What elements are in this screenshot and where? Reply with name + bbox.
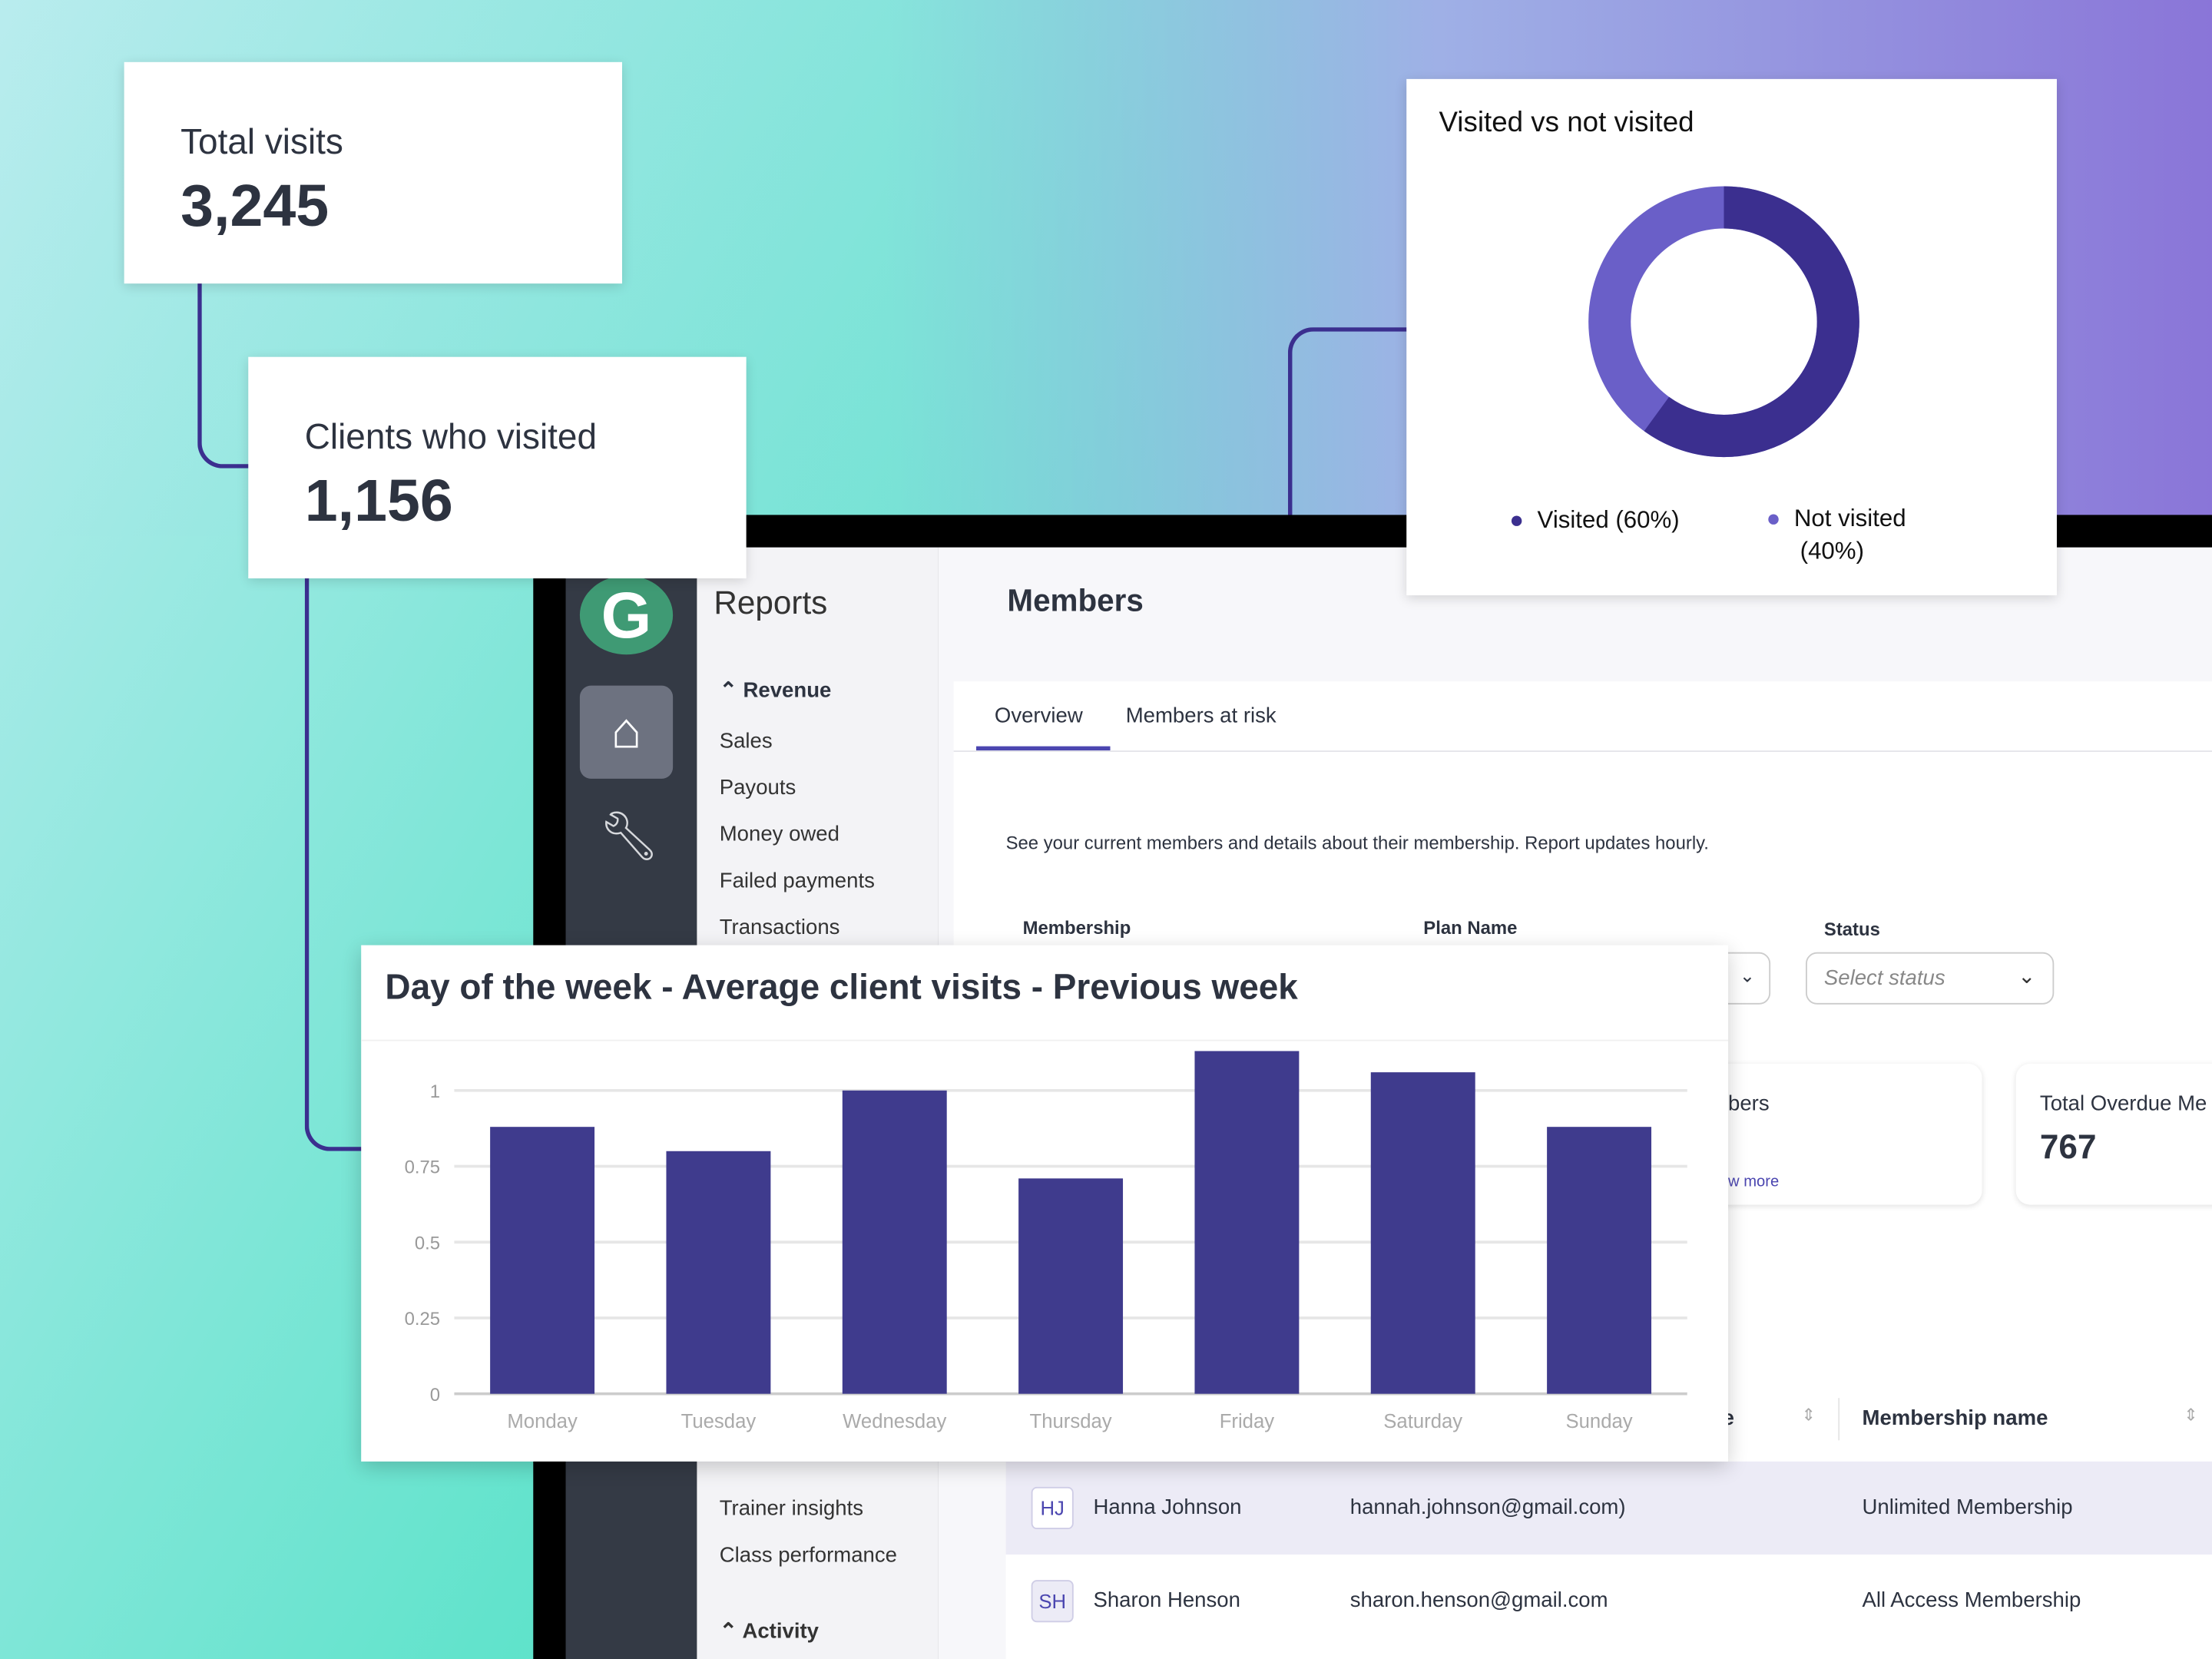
donut-title: Visited vs not visited (1439, 107, 1694, 139)
nav-payouts[interactable]: Payouts (719, 776, 796, 800)
overdue-card: Total Overdue Me 767 (2015, 1063, 2212, 1205)
y-tick-label: 0.25 (405, 1309, 440, 1330)
x-tick-label: Wednesday (843, 1411, 946, 1432)
table-row[interactable]: HJ Hanna Johnson hannah.johnson@gmail.co… (1005, 1461, 2212, 1555)
group-revenue[interactable]: ⌃ Revenue (719, 678, 832, 703)
show-more-link[interactable]: w more (1728, 1174, 1780, 1191)
bar-thursday (1018, 1178, 1124, 1394)
group-activity[interactable]: ⌃ Activity (719, 1619, 819, 1644)
status-label: Status (1823, 918, 1880, 940)
sort-icon[interactable]: ⇕ (1801, 1405, 1816, 1426)
sort-icon[interactable]: ⇕ (2184, 1405, 2198, 1426)
tab-overview[interactable]: Overview (994, 704, 1083, 728)
x-tick-label: Sunday (1565, 1411, 1632, 1432)
donut-card: Visited vs not visited ● Visited (60%) ●… (1406, 78, 2057, 596)
legend-dot-icon: ● (1766, 505, 1781, 532)
connector-line (197, 282, 254, 469)
donut-chart (1588, 186, 1859, 458)
x-tick-label: Tuesday (681, 1411, 757, 1432)
description: See your current members and details abo… (1005, 832, 1709, 854)
avatar: HJ (1031, 1486, 1074, 1530)
status-select[interactable]: Select status ⌄ (1806, 952, 2055, 1005)
nav-sales[interactable]: Sales (719, 729, 773, 753)
x-tick-label: Saturday (1383, 1411, 1462, 1432)
membership-label: Membership (1022, 916, 1131, 939)
nav-trainer-insights[interactable]: Trainer insights (719, 1496, 864, 1522)
wrench-icon[interactable]: 🔧︎ (598, 810, 660, 864)
stat-label: Total visits (180, 122, 343, 163)
stat-value: 3,245 (180, 172, 329, 239)
bar-friday (1194, 1051, 1300, 1394)
x-tick-label: Monday (507, 1411, 578, 1432)
nav-class-performance[interactable]: Class performance (719, 1543, 897, 1568)
subnav-title: Reports (714, 584, 828, 621)
summary-card: bers w more (1700, 1063, 1982, 1205)
chart-title: Day of the week - Average client visits … (385, 968, 1298, 1008)
total-visits-card: Total visits 3,245 (124, 61, 623, 284)
tab-members-at-risk[interactable]: Members at risk (1125, 704, 1277, 728)
connector-line (304, 575, 364, 1151)
tabs-divider (953, 750, 2212, 752)
clients-visited-card: Clients who visited 1,156 (248, 356, 747, 579)
bar-sunday (1547, 1127, 1652, 1394)
stat-label: Clients who visited (304, 417, 597, 458)
bar-chart-card: Day of the week - Average client visits … (361, 945, 1729, 1462)
chevron-up-icon: ⌃ (719, 1619, 743, 1644)
stat-value: 1,156 (304, 466, 453, 534)
connector-line (1287, 327, 1416, 525)
y-tick-label: 1 (430, 1081, 440, 1102)
legend-not-visited: ● Not visited (40%) (1766, 505, 1906, 565)
bar-wednesday (842, 1090, 947, 1394)
x-tick-label: Thursday (1030, 1411, 1112, 1432)
home-icon[interactable]: ⌂ (579, 685, 674, 779)
title-divider (361, 1039, 1729, 1041)
avatar: SH (1031, 1580, 1074, 1623)
bar-tuesday (666, 1151, 771, 1394)
chevron-down-icon: ⌄ (2018, 965, 2036, 989)
x-tick-label: Friday (1220, 1411, 1275, 1432)
nav-transactions[interactable]: Transactions (719, 916, 840, 940)
logo-icon[interactable]: G (579, 575, 674, 655)
column-divider (1838, 1398, 1840, 1441)
nav-failed-payments[interactable]: Failed payments (719, 869, 875, 893)
page-title: Members (1007, 582, 1144, 618)
y-tick-label: 0.75 (405, 1157, 440, 1178)
column-header-membership-name[interactable]: Membership name (1862, 1406, 2048, 1431)
bar-chart: 0 0.25 0.5 0.75 1 Monday Tuesday Wednesday Thurs… (405, 1051, 1687, 1432)
nav-money-owed[interactable]: Money owed (719, 822, 839, 847)
y-tick-label: 0 (430, 1385, 440, 1406)
y-tick-label: 0.5 (415, 1233, 440, 1253)
tab-active-indicator (976, 746, 1111, 751)
plan-label: Plan Name (1423, 916, 1518, 939)
legend-dot-icon: ● (1509, 506, 1525, 534)
donut-segment-visited (1588, 186, 1859, 458)
table-row[interactable]: SH Sharon Henson sharon.henson@gmail.com… (1005, 1555, 2212, 1648)
legend-visited: ● Visited (60%) (1509, 506, 1680, 534)
bar-saturday (1370, 1072, 1475, 1394)
chevron-up-icon: ⌃ (719, 678, 743, 703)
bar-monday (490, 1127, 595, 1394)
